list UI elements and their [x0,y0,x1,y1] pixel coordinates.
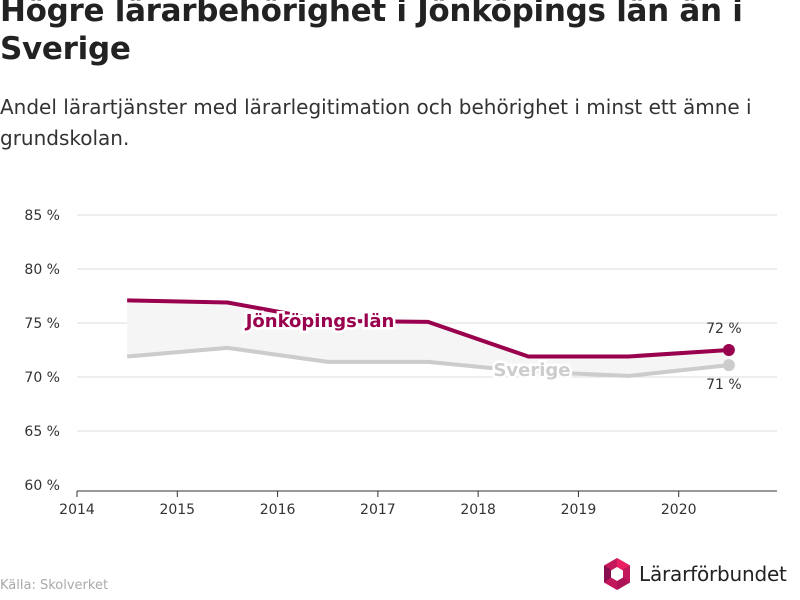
y-tick-label: 80 % [24,262,60,278]
x-tick-label: 2014 [59,502,95,518]
series-line-sverige [126,345,730,378]
y-tick-label: 60 % [24,478,60,494]
line-chart: 60 % 65 % 70 % 75 % 80 % 85 % 2014 2015 2016 2017… [24,208,777,518]
x-tick-label: 2019 [561,502,597,518]
series-line-jonkoping [127,298,729,359]
x-tick-label: 2020 [661,502,697,518]
y-tick-label: 70 % [24,370,60,386]
gap-band [127,300,729,376]
series-label-jonkoping: Jönköpings län [244,311,395,332]
end-point-sverige [722,359,735,372]
series-label-sverige: Sverige [493,360,570,381]
y-tick-label: 75 % [24,316,60,332]
y-tick-label: 65 % [24,424,60,440]
x-tick-label: 2018 [460,502,496,518]
end-point-jonkoping [722,344,735,356]
end-label-jonkoping: 72 % [706,321,742,337]
source-note: Källa: Skolverket [0,578,109,593]
chart-subtitle: Andel lärartjänster med lärarlegitimatio… [0,95,752,150]
logo-text: Lärarförbundet [639,562,787,586]
chart-title: Högre lärarbehörighet i Jönköpings län ä… [0,0,743,67]
y-tick-label: 85 % [24,208,60,224]
x-tick-label: 2015 [159,502,195,518]
hexagon-icon [604,558,630,590]
brand-logo: Lärarförbundet [602,557,787,591]
x-tick-label: 2016 [260,502,296,518]
x-tick-label: 2017 [360,502,396,518]
end-label-sverige: 71 % [706,377,742,393]
